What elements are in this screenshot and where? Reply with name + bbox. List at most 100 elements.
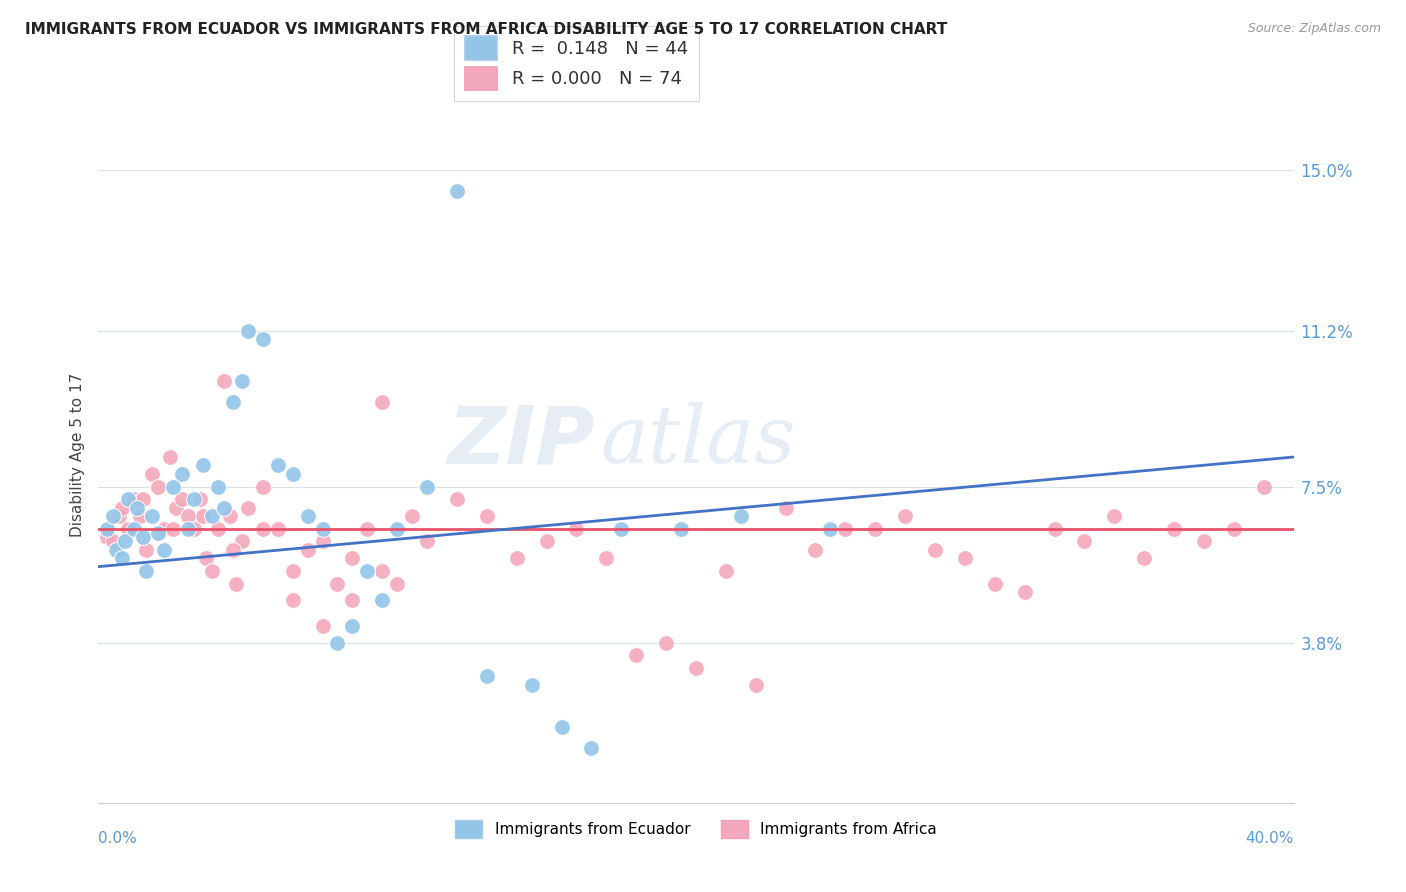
Point: [669, 522, 692, 536]
Point: [105, 542, 128, 557]
Text: 40.0%: 40.0%: [1246, 830, 1294, 846]
Point: [162, 522, 184, 536]
Text: ZIP: ZIP: [447, 402, 595, 480]
Point: [219, 509, 242, 524]
Point: [297, 542, 319, 557]
Point: [1192, 534, 1215, 549]
Point: [148, 525, 170, 540]
Point: [129, 509, 152, 524]
Point: [385, 576, 409, 591]
Point: [135, 564, 157, 578]
Point: [371, 564, 394, 578]
Point: [804, 542, 827, 557]
Point: [1253, 479, 1275, 493]
Point: [135, 542, 157, 557]
Point: [446, 185, 468, 199]
Point: [281, 593, 304, 607]
Point: [281, 564, 304, 578]
Point: [153, 542, 176, 557]
Point: [953, 551, 976, 566]
Point: [201, 509, 224, 524]
Point: [207, 479, 229, 493]
Point: [201, 564, 224, 578]
Point: [775, 500, 797, 515]
Point: [446, 492, 468, 507]
Point: [595, 551, 617, 566]
Point: [820, 522, 842, 536]
Point: [610, 522, 633, 536]
Point: [111, 500, 134, 515]
Point: [326, 576, 349, 591]
Point: [252, 332, 274, 346]
Point: [834, 522, 856, 536]
Point: [124, 492, 146, 507]
Point: [506, 551, 529, 566]
Point: [177, 522, 200, 536]
Point: [111, 551, 134, 566]
Text: 0.0%: 0.0%: [98, 830, 138, 846]
Point: [148, 479, 170, 493]
Point: [252, 522, 274, 536]
Point: [416, 534, 439, 549]
Point: [267, 522, 290, 536]
Point: [177, 509, 200, 524]
Point: [1014, 585, 1036, 599]
Point: [1073, 534, 1095, 549]
Point: [520, 678, 543, 692]
Point: [231, 374, 253, 388]
Point: [191, 458, 214, 473]
Point: [162, 479, 184, 493]
Point: [1043, 522, 1066, 536]
Point: [1223, 522, 1246, 536]
Point: [108, 509, 131, 524]
Point: [96, 530, 118, 544]
Point: [96, 522, 118, 536]
Point: [894, 509, 917, 524]
Point: [550, 720, 572, 734]
Point: [188, 492, 211, 507]
Text: atlas: atlas: [600, 402, 796, 480]
Legend: Immigrants from Ecuador, Immigrants from Africa: Immigrants from Ecuador, Immigrants from…: [449, 814, 943, 844]
Point: [103, 509, 125, 524]
Point: [475, 669, 498, 683]
Point: [730, 509, 752, 524]
Point: [183, 522, 205, 536]
Point: [536, 534, 558, 549]
Point: [183, 492, 205, 507]
Point: [565, 522, 588, 536]
Point: [311, 534, 333, 549]
Point: [311, 618, 333, 632]
Point: [117, 492, 139, 507]
Point: [655, 635, 678, 649]
Point: [195, 551, 218, 566]
Point: [401, 509, 423, 524]
Point: [172, 492, 194, 507]
Point: [371, 593, 394, 607]
Point: [132, 530, 155, 544]
Point: [127, 500, 149, 515]
Point: [1163, 522, 1185, 536]
Point: [141, 467, 163, 481]
Point: [1104, 509, 1126, 524]
Point: [207, 522, 229, 536]
Point: [685, 661, 707, 675]
Point: [371, 395, 394, 409]
Point: [356, 564, 378, 578]
Text: IMMIGRANTS FROM ECUADOR VS IMMIGRANTS FROM AFRICA DISABILITY AGE 5 TO 17 CORRELA: IMMIGRANTS FROM ECUADOR VS IMMIGRANTS FR…: [25, 22, 948, 37]
Point: [172, 467, 194, 481]
Point: [745, 678, 768, 692]
Point: [141, 509, 163, 524]
Text: Source: ZipAtlas.com: Source: ZipAtlas.com: [1247, 22, 1381, 36]
Point: [222, 542, 245, 557]
Point: [114, 534, 136, 549]
Point: [626, 648, 648, 663]
Point: [714, 564, 737, 578]
Point: [252, 479, 274, 493]
Point: [159, 450, 181, 464]
Point: [191, 509, 214, 524]
Point: [117, 522, 139, 536]
Point: [132, 492, 155, 507]
Point: [342, 551, 364, 566]
Point: [311, 522, 333, 536]
Point: [581, 741, 603, 756]
